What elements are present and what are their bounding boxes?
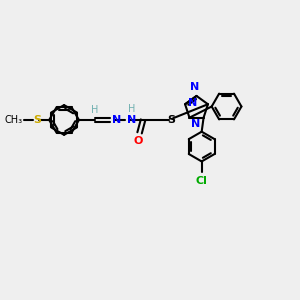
Text: S: S	[33, 115, 41, 125]
Text: H: H	[91, 105, 98, 115]
Text: H: H	[128, 104, 135, 114]
Text: Cl: Cl	[196, 176, 208, 186]
Text: CH₃: CH₃	[4, 115, 22, 125]
Text: N: N	[190, 82, 200, 92]
Text: O: O	[134, 136, 143, 146]
Text: S: S	[167, 115, 175, 125]
Text: N: N	[127, 115, 136, 125]
Text: N: N	[112, 115, 121, 125]
Text: N: N	[188, 98, 197, 107]
Text: N: N	[191, 119, 201, 129]
